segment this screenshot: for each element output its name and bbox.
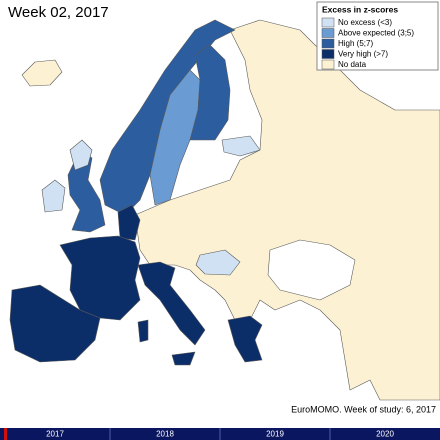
legend-label: Above expected (3;5) bbox=[338, 29, 414, 38]
legend-swatch bbox=[321, 17, 335, 28]
region bbox=[41, 179, 66, 213]
region bbox=[99, 19, 236, 216]
legend-label: No excess (<3) bbox=[338, 18, 392, 27]
region bbox=[59, 235, 141, 321]
legend-title: Excess in z-scores bbox=[322, 4, 398, 14]
region bbox=[137, 261, 206, 346]
region bbox=[69, 139, 93, 171]
region bbox=[195, 249, 241, 276]
map bbox=[9, 19, 440, 401]
legend-label: High (5;7) bbox=[338, 39, 373, 48]
region bbox=[117, 204, 141, 241]
legend-box bbox=[316, 1, 439, 71]
timeline-year: 2017 bbox=[46, 430, 64, 439]
legend-swatch bbox=[321, 28, 335, 38]
region bbox=[171, 351, 196, 366]
region bbox=[137, 319, 149, 343]
timeline: 2017 2018 2019 2020 bbox=[0, 428, 440, 440]
footer: EuroMOMO. Week of study: 6, 2017 bbox=[291, 404, 436, 414]
timeline-year: 2018 bbox=[156, 430, 174, 439]
timeline-marker[interactable] bbox=[4, 428, 7, 440]
region bbox=[9, 284, 101, 363]
region bbox=[221, 135, 261, 157]
legend-label: No data bbox=[338, 60, 367, 69]
region bbox=[189, 44, 231, 141]
region bbox=[267, 239, 356, 301]
map-title: Week 02, 2017 bbox=[8, 4, 109, 21]
timeline-year: 2020 bbox=[376, 430, 394, 439]
legend-label: Very high (>7) bbox=[338, 50, 388, 59]
legend-swatch bbox=[321, 59, 335, 70]
timeline-year: 2019 bbox=[266, 430, 284, 439]
legend: Excess in z-scores No excess (<3) Above e… bbox=[316, 1, 439, 71]
legend-swatch bbox=[321, 38, 335, 49]
legend-swatch bbox=[321, 49, 335, 59]
region bbox=[227, 315, 263, 363]
region bbox=[134, 19, 440, 401]
region bbox=[21, 59, 63, 87]
